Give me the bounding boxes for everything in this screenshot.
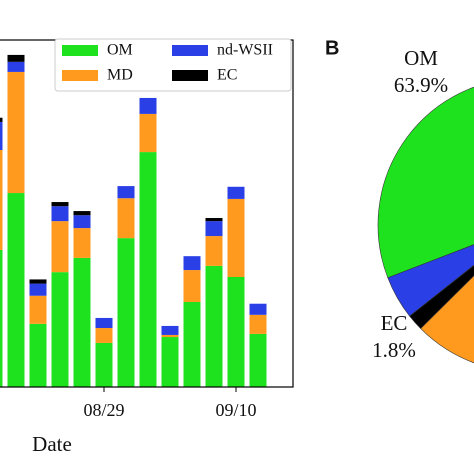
bar-segment	[139, 97, 157, 114]
bar-segment	[205, 218, 223, 222]
bar-segment	[183, 301, 201, 387]
legend-label: nd-WSII	[217, 42, 273, 59]
slice-label: OM	[404, 46, 438, 70]
bar-segment	[249, 303, 267, 315]
bar-segment	[7, 71, 25, 194]
bar-segment	[249, 314, 267, 334]
bar-segment	[183, 256, 201, 271]
bar-segment	[7, 54, 25, 62]
bar-segment	[51, 272, 69, 387]
pie-slice	[420, 275, 474, 364]
bar-segment	[227, 186, 245, 199]
bar-segment	[205, 221, 223, 237]
bar-segment	[161, 325, 179, 335]
legend-swatch	[172, 70, 208, 81]
bar-segment	[51, 202, 69, 207]
bar-segment	[249, 333, 267, 387]
pie-slice	[377, 86, 474, 279]
bar-segment	[227, 277, 245, 387]
bar-segment	[51, 221, 69, 273]
bar-segment	[0, 121, 3, 150]
bar-segment	[117, 198, 135, 239]
x-tick-label: 09/10	[215, 400, 256, 420]
legend-label: MD	[107, 67, 133, 84]
slice-label: EC	[381, 311, 408, 335]
bar-segment	[95, 328, 113, 343]
legend-swatch	[62, 70, 98, 81]
x-axis-label: Date	[32, 432, 72, 456]
legend-label: OM	[107, 42, 133, 59]
bar-segment	[139, 152, 157, 387]
bar-segment	[73, 257, 91, 387]
slice-value-label: 63.9%	[394, 73, 448, 97]
bar-segment	[117, 238, 135, 387]
slice-value-label: 1.8%	[372, 338, 416, 362]
bar-segment	[227, 198, 245, 278]
bar-segment	[73, 211, 91, 216]
bar-segment	[29, 323, 47, 387]
bar-segment	[205, 236, 223, 266]
bar-segment	[0, 117, 3, 122]
legend-swatch	[172, 45, 208, 56]
bar-segment	[95, 317, 113, 329]
bar-segment	[7, 193, 25, 387]
legend-swatch	[62, 45, 98, 56]
bar-segment	[0, 249, 3, 387]
bar-segment	[7, 61, 25, 72]
bar-segment	[183, 270, 201, 302]
bar-segment	[29, 279, 47, 284]
bar-segment	[29, 283, 47, 296]
bar-segment	[73, 215, 91, 229]
panel-label: B	[325, 37, 339, 59]
legend-label: EC	[217, 67, 237, 84]
bar-segment	[0, 149, 3, 250]
bar-segment	[29, 295, 47, 324]
bar-segment	[161, 334, 179, 338]
bar-segment	[205, 265, 223, 387]
bar-segment	[95, 342, 113, 387]
x-tick-label: 08/29	[83, 400, 124, 420]
bar-segment	[161, 337, 179, 387]
bar-segment	[51, 206, 69, 222]
legend-box	[54, 38, 292, 92]
bar-segment	[73, 228, 91, 258]
bar-segment	[117, 186, 135, 199]
bar-segment	[139, 113, 157, 153]
